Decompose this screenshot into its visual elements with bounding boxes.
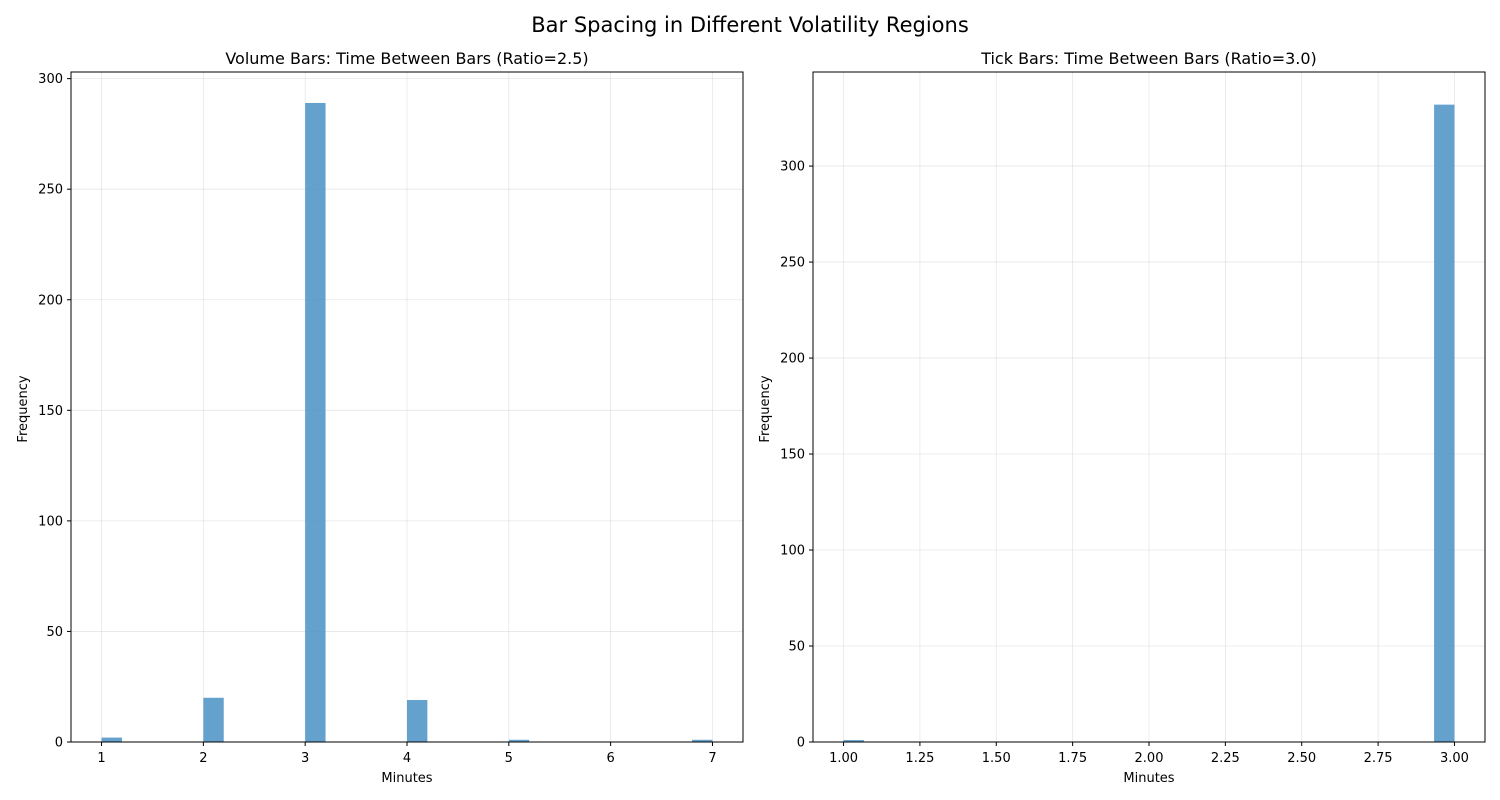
left-x-tick-label: 7: [708, 751, 716, 766]
left-x-tick-label: 4: [403, 751, 411, 766]
left-x-tick-label: 3: [301, 751, 309, 766]
left-histogram-bar: [101, 737, 122, 742]
right-x-tick-label: 1.75: [1058, 751, 1087, 766]
right-x-tick-label: 1.25: [905, 751, 934, 766]
right-y-tick-label: 300: [780, 160, 805, 175]
right-y-tick-label: 100: [780, 544, 805, 559]
right-subplot-title: Tick Bars: Time Between Bars (Ratio=3.0): [980, 49, 1317, 68]
right-x-tick-label: 3.00: [1440, 751, 1469, 766]
left-histogram-bars: [101, 102, 713, 742]
left-y-tick-label: 50: [46, 625, 63, 640]
right-y-tick-label: 150: [780, 448, 805, 463]
figure-title: Bar Spacing in Different Volatility Regi…: [531, 13, 969, 37]
left-x-tick-label: 2: [199, 751, 207, 766]
left-gridlines: [71, 72, 743, 743]
left-x-tick-label: 1: [97, 751, 105, 766]
right-x-tick-label: 1.50: [982, 751, 1011, 766]
left-histogram-bar: [692, 739, 713, 742]
left-y-axis-label: Frequency: [16, 375, 31, 442]
right-gridlines: [813, 72, 1485, 743]
left-subplot: Volume Bars: Time Between Bars (Ratio=2.…: [16, 49, 744, 786]
left-histogram-bar: [508, 739, 530, 742]
left-axes-frame: [70, 71, 744, 743]
right-y-axis-label: Frequency: [758, 375, 773, 442]
left-x-tick-label: 6: [606, 751, 614, 766]
right-histogram-bar: [843, 740, 864, 742]
right-y-tick-label: 50: [788, 640, 805, 655]
left-y-tick-label: 300: [38, 72, 63, 87]
left-y-tick-label: 100: [38, 514, 63, 529]
right-x-tick-label: 2.50: [1287, 751, 1316, 766]
right-subplot: Tick Bars: Time Between Bars (Ratio=3.0)…: [758, 49, 1486, 786]
right-histogram-bars: [843, 104, 1455, 742]
right-x-tick-label: 2.75: [1364, 751, 1393, 766]
right-x-tick-label: 2.25: [1211, 751, 1240, 766]
right-y-tick-label: 200: [780, 352, 805, 367]
right-x-tick-label: 2.00: [1135, 751, 1164, 766]
left-histogram-bar: [407, 699, 428, 742]
left-x-tick-label: 5: [505, 751, 513, 766]
right-x-axis-label: Minutes: [1123, 771, 1174, 786]
left-y-tick-label: 0: [55, 736, 63, 751]
left-y-tick-label: 150: [38, 404, 63, 419]
left-histogram-bar: [305, 102, 326, 742]
right-y-tick-label: 0: [797, 736, 805, 751]
right-y-tick-label: 250: [780, 256, 805, 271]
left-y-tick-label: 250: [38, 183, 63, 198]
right-x-tick-label: 1.00: [829, 751, 858, 766]
left-subplot-title: Volume Bars: Time Between Bars (Ratio=2.…: [225, 49, 588, 68]
left-y-tick-label: 200: [38, 293, 63, 308]
right-axes-frame: [812, 71, 1486, 743]
right-histogram-bar: [1434, 104, 1455, 742]
left-histogram-bar: [203, 697, 224, 742]
left-x-axis-label: Minutes: [381, 771, 432, 786]
